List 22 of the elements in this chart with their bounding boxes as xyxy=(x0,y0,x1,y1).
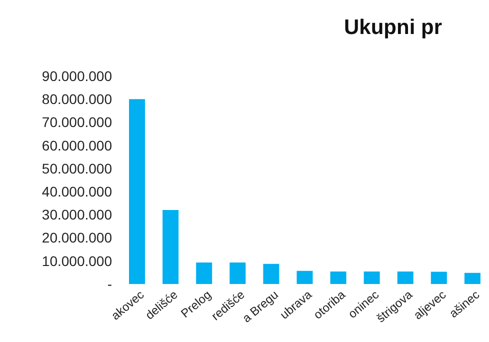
bar xyxy=(430,272,447,284)
y-tick-label: 20.000.000 xyxy=(42,230,112,246)
y-tick-label: 50.000.000 xyxy=(42,160,112,176)
y-tick-label: 60.000.000 xyxy=(42,137,112,154)
bar xyxy=(464,272,480,284)
y-tick-label: 80.000.000 xyxy=(42,91,112,108)
bar xyxy=(196,262,212,284)
bar xyxy=(296,270,313,284)
bar xyxy=(364,272,380,284)
y-tick-label: 30.000.000 xyxy=(42,206,112,223)
y-tick-label: 10.000.000 xyxy=(42,252,112,269)
y-tick-label: 90.000.000 xyxy=(42,68,112,84)
bar xyxy=(330,272,346,284)
bar xyxy=(230,262,246,284)
chart-title: Ukupni pr xyxy=(344,16,442,40)
y-tick-label: 70.000.000 xyxy=(42,114,112,130)
bar xyxy=(263,264,280,284)
y-tick-label: - xyxy=(107,276,112,292)
bar xyxy=(397,272,414,284)
bar xyxy=(162,210,179,284)
y-tick-label: 40.000.000 xyxy=(42,184,112,200)
bar xyxy=(129,99,145,284)
